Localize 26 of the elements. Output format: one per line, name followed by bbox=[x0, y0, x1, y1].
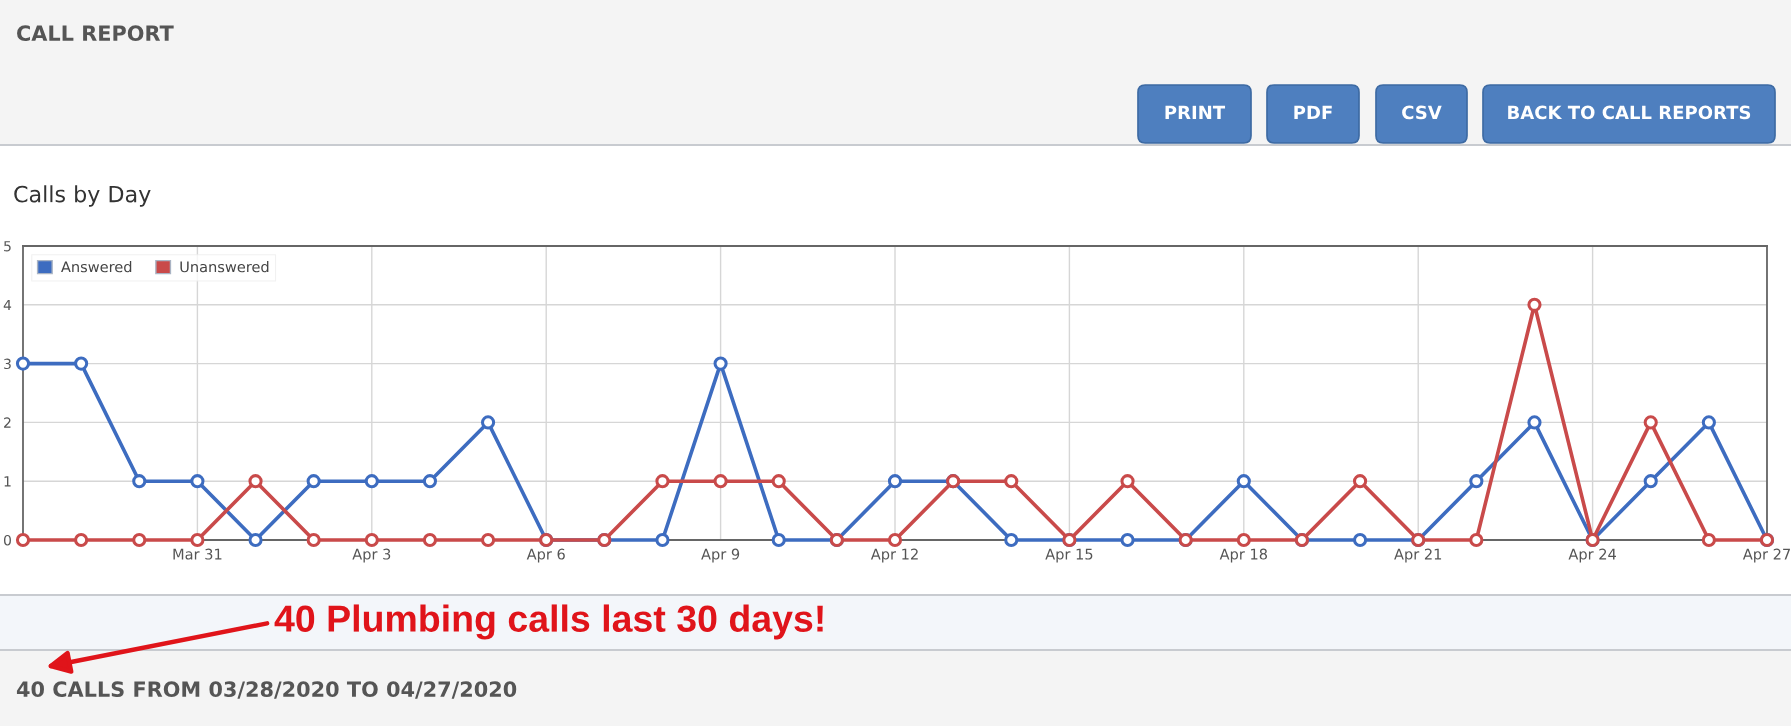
x-tick-label: Apr 27 bbox=[1742, 548, 1790, 563]
legend-label: Unanswered bbox=[180, 261, 269, 273]
y-tick-label: 2 bbox=[4, 417, 11, 428]
y-tick-label: 4 bbox=[3, 299, 12, 311]
y-tick-label: 5 bbox=[4, 241, 11, 252]
text: BACK TO CALL REPORTS bbox=[1508, 105, 1751, 120]
x-tick-label: Apr 6 bbox=[526, 548, 565, 563]
x-tick-label: Apr 12 bbox=[870, 548, 918, 563]
x-tick-label: Apr 3 bbox=[352, 548, 391, 563]
text: PDF bbox=[1294, 105, 1332, 119]
text: PRINT bbox=[1165, 105, 1226, 119]
legend-label: Answered bbox=[61, 261, 132, 273]
chart-title: CALL REPORT bbox=[17, 25, 174, 42]
text: 40 CALLS FROM 03/28/2020 TO 04/27/2020 bbox=[16, 681, 517, 699]
x-tick-label: Apr 15 bbox=[1045, 548, 1093, 563]
x-tick-label: Mar 31 bbox=[173, 548, 222, 560]
text: CSV bbox=[1402, 105, 1442, 120]
x-tick-label: Apr 9 bbox=[701, 548, 740, 563]
y-tick-label: 1 bbox=[4, 476, 11, 487]
y-tick-label: 3 bbox=[4, 358, 11, 370]
chart-subtitle: Calls by Day bbox=[14, 185, 151, 207]
x-tick-label: Apr 24 bbox=[1568, 548, 1616, 563]
x-tick-label: Apr 21 bbox=[1394, 548, 1442, 563]
text: 40 Plumbing calls last 30 days! bbox=[274, 604, 823, 640]
y-tick-label: 0 bbox=[3, 534, 11, 546]
x-tick-label: Apr 18 bbox=[1219, 548, 1268, 563]
